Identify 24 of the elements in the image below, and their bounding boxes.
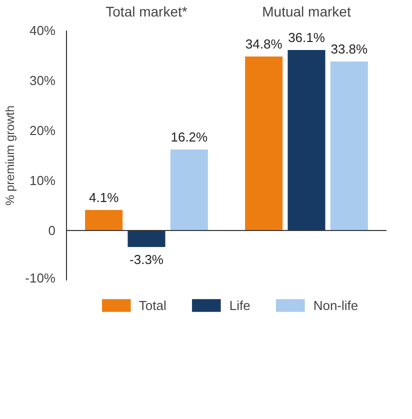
bar xyxy=(128,230,166,247)
legend-label: Non-life xyxy=(313,298,358,312)
legend-label: Total xyxy=(138,298,166,312)
y-axis-title: % premium growth xyxy=(3,105,18,206)
bar xyxy=(170,150,208,230)
bar xyxy=(288,50,326,230)
y-tick-label: 30% xyxy=(29,73,56,88)
y-tick-label: 0 xyxy=(48,223,56,238)
data-label: 16.2% xyxy=(170,130,208,144)
data-label: 33.8% xyxy=(330,42,368,56)
x-tick-label: Mutual market xyxy=(262,4,351,20)
y-tick-label: 40% xyxy=(29,23,56,38)
data-label: 34.8% xyxy=(245,36,283,52)
data-label: 4.1% xyxy=(89,190,120,205)
y-tick-label: -10% xyxy=(25,270,56,286)
data-label: -3.3% xyxy=(130,252,164,267)
bar xyxy=(245,56,283,230)
bar xyxy=(330,62,368,230)
x-tick-label: Total market* xyxy=(106,4,188,20)
data-label: 36.1% xyxy=(288,30,326,45)
y-tick-label: 10% xyxy=(29,173,56,188)
legend-label: Life xyxy=(229,298,250,312)
bar xyxy=(85,210,123,230)
y-tick-label: 20% xyxy=(29,123,56,138)
